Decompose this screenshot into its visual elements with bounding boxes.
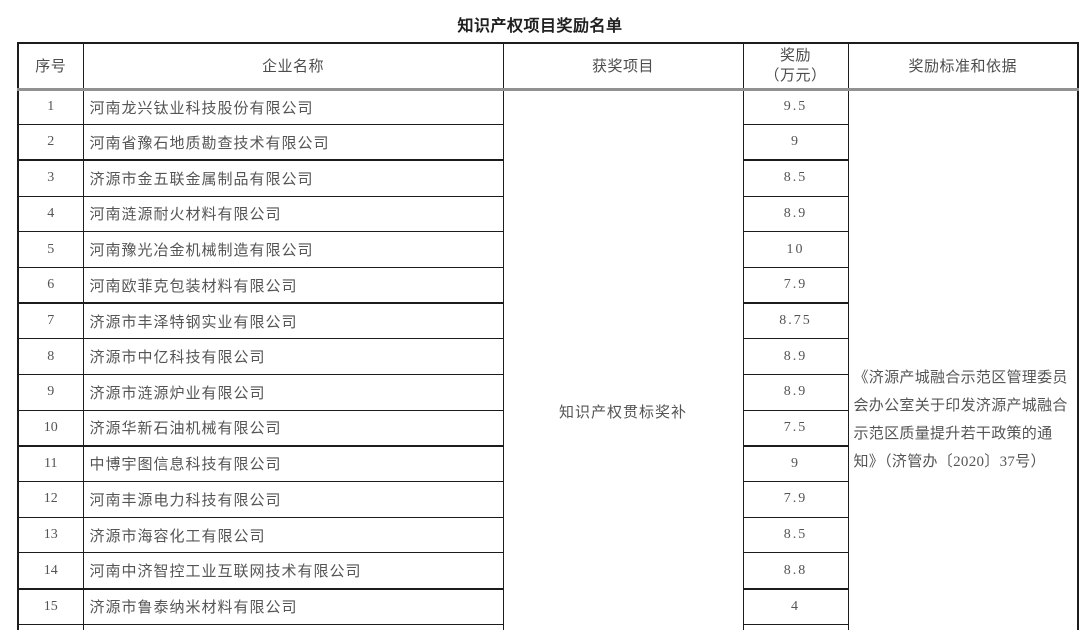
table-row: 1 河南龙兴钛业科技股份有限公司 知识产权贯标奖补 9.5 《济源产城融合示范区管理委员… [17,88,1079,630]
reward-value-cell: 9 [742,444,849,483]
company-name-cell: 济源市丰泽特钢实业有限公司 [82,302,504,340]
reward-value-cell: 8.9 [742,374,849,411]
award-project-merged-cell: 知识产权贯标奖补 [502,88,744,630]
reward-value-cell: 8.8 [742,552,849,590]
company-name-cell: 济源市鲁泰纳米材料有限公司 [82,587,504,625]
col-header-reward: 奖励 （万元） [742,42,849,91]
row-index-cell: 15 [17,587,84,625]
reward-basis-line: 示范区质量提升若干政策的通 [853,425,1053,442]
reward-value-cell: 7.9 [742,266,849,304]
reward-basis-line: 《济源产城融合示范区管理委员 [853,369,1068,386]
reward-value-cell: 8.5 [742,159,849,197]
row-index-cell: 8 [17,338,84,375]
table-row: 6 河南欧菲克包装材料有限公司 7.9 [17,266,1078,304]
company-name-cell: 济源市海容化工有限公司 [82,516,504,554]
row-index-cell: 1 [17,88,84,126]
reward-value-cell: 7.5 [742,409,849,447]
table-header-row: 序号 企业名称 获奖项目 奖励 （万元） 奖励标准和依据 [17,42,1079,91]
row-index-cell: 11 [17,444,84,483]
reward-value-cell: 9.5 [742,88,849,126]
reward-value-cell: 4 [742,587,849,625]
reward-value-cell: 8.75 [742,302,849,340]
row-index-cell [17,623,84,630]
table-row: 8 济源市中亿科技有限公司 8.9 [17,338,1078,375]
reward-basis-line: 知》（济管办〔2020〕37号） [853,453,1046,470]
company-name-cell: 中博宇图信息科技有限公司 [82,444,504,483]
col-header-project: 获奖项目 [502,42,744,91]
col-header-reward-line2: （万元） [764,67,827,84]
reward-value-cell: 9 [742,124,849,161]
table-row: 14 河南中济智控工业互联网技术有限公司 8.8 [17,552,1078,590]
table-row: 15 济源市鲁泰纳米材料有限公司 4 [17,587,1078,625]
reward-basis-merged-cell: 《济源产城融合示范区管理委员 会办公室关于印发济源产城融合 示范区质量提升若干政策的… [847,88,1079,630]
company-name-cell: 河南丰源电力科技有限公司 [82,481,504,518]
company-name-cell: 河南龙兴钛业科技股份有限公司 [82,88,504,126]
reward-value-cell: 8.5 [742,516,849,554]
table-row: 12 河南丰源电力科技有限公司 7.9 [17,481,1078,518]
company-name-cell: 济源华新石油机械有限公司 [82,409,504,447]
award-table: 序号 企业名称 获奖项目 奖励 （万元） 奖励标准和依据 1 河南龙兴钛业科技股份… [17,42,1079,630]
row-index-cell: 2 [17,124,84,161]
col-header-reward-line1: 奖励 [779,47,811,64]
reward-value-cell: 7.9 [742,481,849,518]
company-name-cell: 河南中济智控工业互联网技术有限公司 [82,552,504,590]
row-index-cell: 13 [17,516,84,554]
table-row: 4 河南涟源耐火材料有限公司 8.9 [17,195,1078,233]
table-row: 11 中博宇图信息科技有限公司 9 [17,444,1078,483]
table-row: 10 济源华新石油机械有限公司 7.5 [17,409,1078,447]
company-name-cell: 济源市金五联金属制品有限公司 [82,159,504,197]
row-index-cell: 3 [17,159,84,197]
row-index-cell: 9 [17,374,84,411]
row-index-cell: 14 [17,552,84,590]
company-name-cell [82,623,504,630]
col-header-company: 企业名称 [82,42,504,91]
company-name-cell: 河南省豫石地质勘查技术有限公司 [82,124,504,161]
table-row: 9 济源市涟源炉业有限公司 8.9 [17,374,1078,411]
reward-value-cell: 8.9 [742,195,849,233]
company-name-cell: 河南豫光冶金机械制造有限公司 [82,231,504,268]
col-header-index: 序号 [17,42,84,91]
reward-value-cell: 10 [742,231,849,268]
reward-value-cell [742,623,849,630]
row-index-cell: 5 [17,231,84,268]
reward-basis-line: 会办公室关于印发济源产城融合 [853,397,1068,414]
row-index-cell: 7 [17,302,84,340]
row-index-cell: 12 [17,481,84,518]
page-title: 知识产权项目奖励名单 [457,18,623,35]
row-index-cell: 10 [17,409,84,447]
col-header-basis: 奖励标准和依据 [847,42,1079,91]
company-name-cell: 济源市中亿科技有限公司 [82,338,504,375]
table-row: 3 济源市金五联金属制品有限公司 8.5 [17,159,1078,197]
row-index-cell: 4 [17,195,84,233]
reward-value-cell: 8.9 [742,338,849,375]
company-name-cell: 河南涟源耐火材料有限公司 [82,195,504,233]
company-name-cell: 济源市涟源炉业有限公司 [82,374,504,411]
company-name-cell: 河南欧菲克包装材料有限公司 [82,266,504,304]
table-row-partial [17,623,1078,630]
row-index-cell: 6 [17,266,84,304]
